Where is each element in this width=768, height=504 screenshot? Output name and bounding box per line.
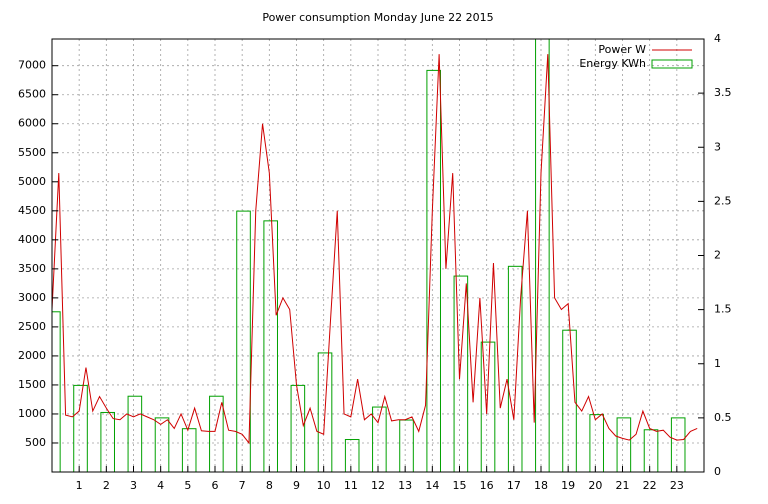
- energy-box: [507, 265, 523, 472]
- x-tick-label: 4: [157, 479, 164, 492]
- y-tick-label: 5500: [18, 146, 46, 159]
- y-tick-label: 4000: [18, 233, 46, 246]
- energy-box: [562, 329, 577, 472]
- x-tick-label: 15: [453, 479, 467, 492]
- x-tick-label: 17: [507, 479, 521, 492]
- energy-box: [480, 341, 496, 472]
- x-tick-label: 5: [184, 479, 191, 492]
- energy-box: [616, 417, 632, 472]
- energy-box: [127, 395, 143, 472]
- x-tick-label: 3: [130, 479, 137, 492]
- legend-label: Power W: [598, 43, 646, 56]
- x-tick-label: 16: [480, 479, 494, 492]
- energy-box: [181, 428, 197, 472]
- y2-tick-label: 1.5: [714, 303, 732, 316]
- y-tick-label: 1000: [18, 407, 46, 420]
- legend-swatch: [651, 59, 693, 69]
- axes: 500 1000 1500 2000 2500 3000 3500 4000 4500 5000 5…: [18, 32, 732, 492]
- chart-title: Power consumption Monday June 22 2015: [262, 11, 493, 24]
- x-tick-label: 7: [239, 479, 246, 492]
- x-tick-label: 8: [266, 479, 273, 492]
- y2-tick-label: 1: [714, 357, 721, 370]
- x-tick-label: 10: [317, 479, 331, 492]
- plot-area: [52, 39, 698, 472]
- x-tick-label: 11: [344, 479, 358, 492]
- y-tick-label: 2500: [18, 320, 46, 333]
- energy-box: [535, 39, 550, 472]
- y-tick-label: 6000: [18, 117, 46, 130]
- energy-box: [52, 311, 61, 472]
- x-tick-label: 22: [643, 479, 657, 492]
- energy-box: [643, 429, 659, 472]
- x-tick-label: 19: [561, 479, 575, 492]
- energy-box: [589, 414, 604, 472]
- energy-box: [236, 210, 251, 472]
- y-tick-label: 4500: [18, 204, 46, 217]
- x-tick-label: 13: [398, 479, 412, 492]
- y-tick-label: 500: [25, 436, 46, 449]
- x-tick-label: 21: [616, 479, 630, 492]
- y2-tick-label: 4: [714, 32, 721, 45]
- grid: [52, 39, 704, 472]
- y-tick-label: 1500: [18, 378, 46, 391]
- power-line: [52, 54, 698, 445]
- y2-tick-label: 2.5: [714, 194, 732, 207]
- y2-tick-label: 3.5: [714, 86, 732, 99]
- energy-box: [453, 275, 469, 472]
- x-tick-label: 9: [293, 479, 300, 492]
- legend-label: Energy KWh: [579, 57, 646, 70]
- energy-box: [154, 417, 170, 472]
- x-tick-label: 6: [212, 479, 219, 492]
- x-tick-label: 18: [534, 479, 548, 492]
- x-tick-label: 20: [588, 479, 602, 492]
- energy-box: [263, 220, 278, 472]
- y-tick-label: 3000: [18, 291, 46, 304]
- y2-tick-label: 0: [714, 465, 721, 478]
- energy-box: [670, 417, 686, 472]
- x-tick-label: 1: [76, 479, 83, 492]
- y-tick-label: 7000: [18, 59, 46, 72]
- y2-tick-label: 0.5: [714, 411, 732, 424]
- y-tick-label: 5000: [18, 175, 46, 188]
- energy-box: [399, 419, 414, 472]
- y-tick-label: 2000: [18, 349, 46, 362]
- x-tick-label: 12: [371, 479, 385, 492]
- energy-box: [290, 384, 306, 472]
- energy-box: [73, 384, 88, 472]
- x-tick-label: 14: [425, 479, 439, 492]
- y-tick-label: 3500: [18, 262, 46, 275]
- y2-tick-label: 2: [714, 249, 721, 262]
- energy-box: [209, 395, 224, 472]
- y-tick-label: 6500: [18, 88, 46, 101]
- energy-box: [344, 439, 360, 472]
- x-tick-label: 23: [670, 479, 684, 492]
- x-tick-label: 2: [103, 479, 110, 492]
- energy-box: [100, 411, 115, 472]
- y2-tick-label: 3: [714, 140, 721, 153]
- energy-box: [426, 69, 441, 472]
